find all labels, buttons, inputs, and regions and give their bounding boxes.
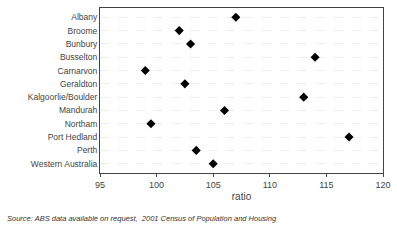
svg-text:Perth: Perth — [77, 145, 98, 155]
svg-text:Source: ABS data available on: Source: ABS data available on request, 2… — [7, 214, 277, 223]
svg-text:Carnarvon: Carnarvon — [58, 66, 98, 76]
svg-text:Broome: Broome — [68, 26, 98, 36]
svg-text:105: 105 — [206, 180, 221, 190]
svg-text:100: 100 — [149, 180, 164, 190]
svg-text:110: 110 — [263, 180, 277, 190]
svg-text:Mandurah: Mandurah — [59, 105, 98, 115]
svg-text:95: 95 — [95, 180, 105, 190]
svg-text:Busselton: Busselton — [60, 52, 98, 62]
svg-text:120: 120 — [375, 180, 390, 190]
svg-text:Kalgoorlie/Boulder: Kalgoorlie/Boulder — [28, 92, 98, 102]
svg-text:Albany: Albany — [71, 12, 98, 22]
svg-text:Western Australia: Western Australia — [31, 159, 98, 169]
svg-text:Bunbury: Bunbury — [66, 39, 98, 49]
svg-text:ratio: ratio — [232, 191, 252, 202]
svg-text:115: 115 — [319, 180, 333, 190]
svg-text:Northam: Northam — [65, 119, 98, 129]
svg-text:Geraldton: Geraldton — [60, 79, 98, 89]
svg-text:Port Hedland: Port Hedland — [48, 132, 98, 142]
